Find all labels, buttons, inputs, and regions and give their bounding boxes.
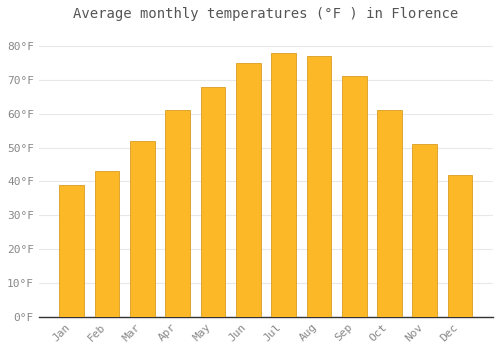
Bar [306, 56, 331, 317]
Bar [377, 110, 402, 317]
Bar [448, 175, 472, 317]
Bar [130, 141, 155, 317]
Bar [412, 144, 437, 317]
Bar [94, 171, 120, 317]
Bar [166, 110, 190, 317]
Bar [60, 185, 84, 317]
Bar [271, 53, 296, 317]
Bar [342, 76, 366, 317]
Title: Average monthly temperatures (°F ) in Florence: Average monthly temperatures (°F ) in Fl… [74, 7, 458, 21]
Bar [236, 63, 260, 317]
Bar [200, 86, 226, 317]
